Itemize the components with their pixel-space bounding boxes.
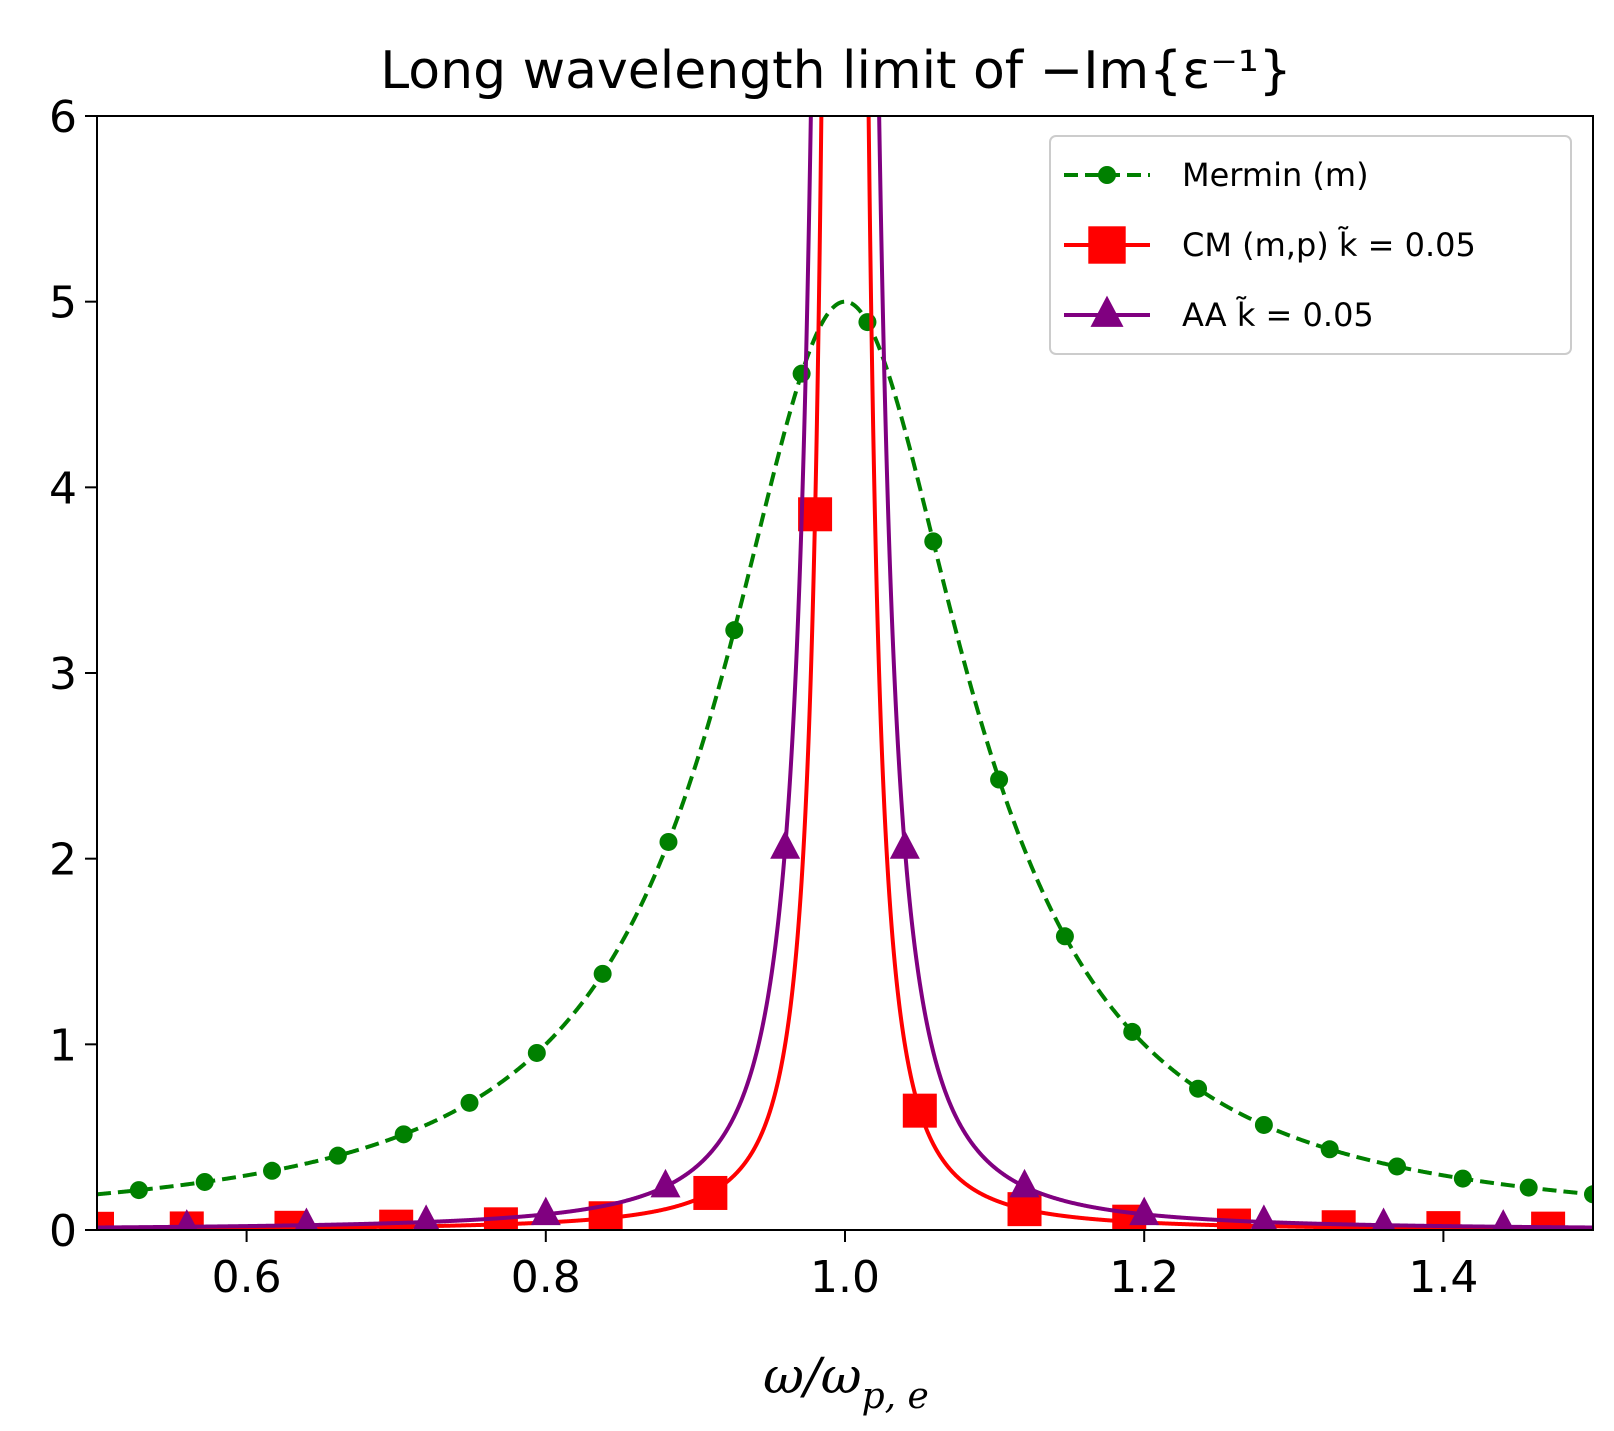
- legend-label-text: CM (m,p): [1182, 226, 1339, 264]
- x-axis-label-subscript: p, e: [862, 1376, 929, 1417]
- cm-data-point: [1216, 1208, 1251, 1230]
- x-axis-label: ω/ωp, e: [763, 1347, 929, 1417]
- mermin-data-point: [1584, 1185, 1593, 1204]
- aa-data-point: [294, 1207, 319, 1230]
- mermin-data-point: [924, 532, 943, 551]
- legend-marker: [1090, 295, 1124, 327]
- y-tick-label: 4: [49, 463, 77, 514]
- y-tick-label: 5: [49, 278, 77, 329]
- mermin-data-point: [593, 964, 612, 983]
- legend-marker: [1088, 226, 1126, 264]
- series-layer: [97, 116, 1593, 1230]
- x-tick-label: 1.2: [1109, 1252, 1179, 1303]
- mermin-data-point: [1519, 1178, 1538, 1197]
- aa-data-point: [889, 830, 920, 859]
- x-tick-label: 0.6: [212, 1252, 282, 1303]
- cm-curve: [97, 116, 1593, 1230]
- x-axis: 0.6 0.8 1.0 1.2 1.4: [212, 1230, 1478, 1303]
- y-tick-label: 3: [49, 649, 77, 700]
- y-tick-label: 0: [49, 1206, 77, 1257]
- aa-data-point: [1250, 1204, 1278, 1230]
- mermin-data-point: [990, 770, 1009, 789]
- x-tick-label: 1.0: [810, 1252, 880, 1303]
- x-axis-label-main: ω/ω: [763, 1347, 861, 1405]
- mermin-data-point: [1453, 1169, 1472, 1188]
- legend-label: Mermin (m): [1182, 156, 1369, 194]
- cm-data-point: [902, 1093, 937, 1128]
- aa-data-point: [770, 830, 801, 859]
- mermin-data-point: [1388, 1157, 1407, 1176]
- aa-data-point: [175, 1209, 198, 1230]
- legend-entry-cm: CM (m,p) k̃ = 0.05: [1064, 226, 1476, 264]
- cm-data-point: [483, 1207, 518, 1230]
- mermin-data-point: [725, 621, 744, 640]
- mermin-data-point: [394, 1125, 413, 1144]
- mermin-data-point: [1254, 1115, 1273, 1134]
- mermin-data-point: [195, 1172, 214, 1191]
- mermin-data-point: [858, 313, 877, 332]
- mermin-data-point: [1189, 1079, 1208, 1098]
- aa-data-point: [530, 1196, 561, 1226]
- series-mermin: [97, 299, 1593, 1204]
- mermin-data-point: [527, 1043, 546, 1062]
- legend-label: AA k̃ = 0.05: [1182, 296, 1374, 334]
- legend-box: [1049, 135, 1572, 355]
- chart-title: Long wavelength limit of −Im{ε⁻¹}: [380, 41, 1292, 101]
- x-tick-label: 1.4: [1408, 1252, 1478, 1303]
- mermin-data-point: [1055, 927, 1074, 946]
- x-tick-label: 0.8: [511, 1252, 581, 1303]
- mermin-data-point: [1320, 1140, 1339, 1159]
- aa-data-point: [412, 1204, 440, 1230]
- cm-data-point: [379, 1209, 414, 1230]
- mermin-data-point: [792, 364, 811, 383]
- aa-data-point: [1492, 1209, 1515, 1230]
- cm-data-point: [1007, 1192, 1042, 1227]
- mermin-data-point: [263, 1161, 282, 1180]
- aa-data-point: [1129, 1196, 1160, 1226]
- y-tick-label: 6: [49, 92, 77, 143]
- mermin-curve: [97, 299, 1593, 1197]
- aa-data-point: [1371, 1207, 1396, 1230]
- aa-data-point: [650, 1168, 681, 1198]
- aa-data-point: [1009, 1168, 1040, 1198]
- cm-data-point: [693, 1175, 728, 1210]
- series-aa: [97, 116, 1593, 1230]
- aa-curve: [97, 116, 1593, 1230]
- legend-label-k: k̃ = 0.05: [1235, 296, 1374, 334]
- y-axis: 0 1 2 3 4 5 6: [49, 92, 97, 1257]
- legend-label: CM (m,p) k̃ = 0.05: [1182, 226, 1476, 264]
- legend-entry-mermin: Mermin (m): [1064, 156, 1369, 194]
- mermin-data-point: [129, 1181, 148, 1200]
- legend-label-text: Mermin (m): [1182, 156, 1369, 194]
- cm-data-point: [1321, 1210, 1356, 1230]
- mermin-data-point: [1123, 1022, 1142, 1041]
- legend-label-k: k̃ = 0.05: [1337, 226, 1476, 264]
- legend-label-text: AA: [1182, 296, 1237, 334]
- y-tick-label: 2: [49, 835, 77, 886]
- mermin-data-point: [460, 1093, 479, 1112]
- legend-entry-aa: AA k̃ = 0.05: [1064, 295, 1374, 334]
- y-tick-label: 1: [49, 1020, 77, 1071]
- mermin-data-point: [328, 1146, 347, 1165]
- legend-marker: [1098, 166, 1116, 184]
- mermin-data-point: [659, 832, 678, 851]
